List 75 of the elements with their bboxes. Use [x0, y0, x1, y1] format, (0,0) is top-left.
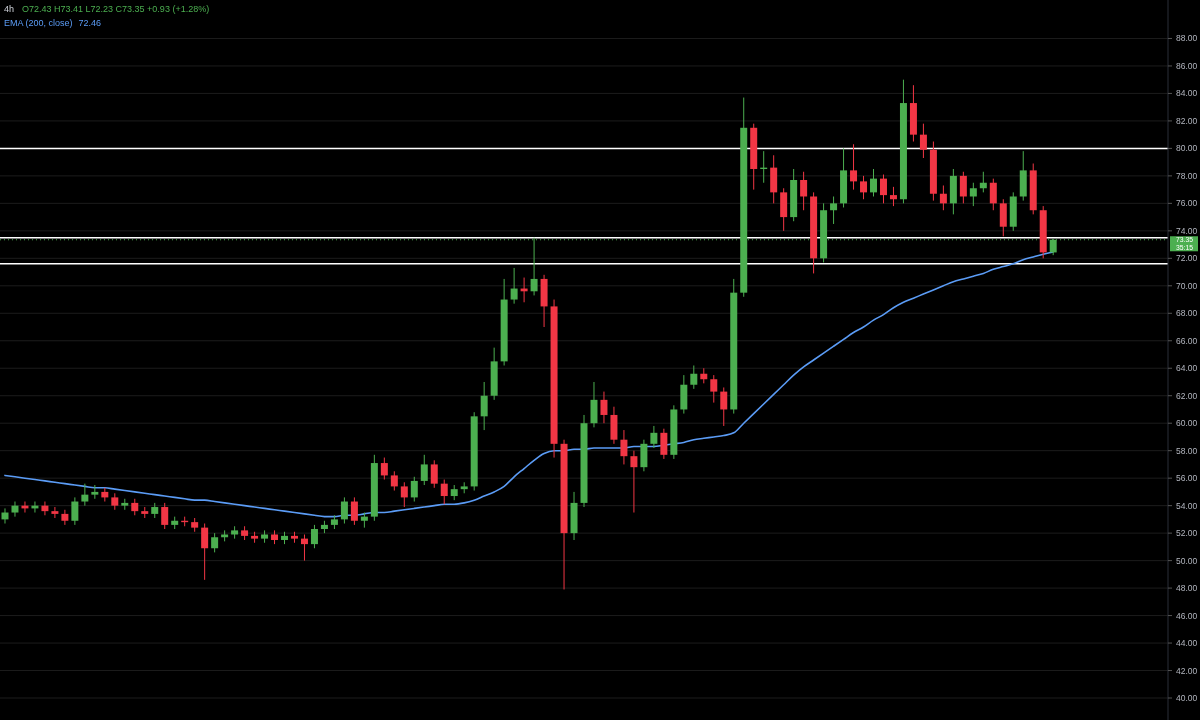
candlestick [660, 428, 668, 460]
candlestick [400, 481, 408, 508]
y-tick-label: 86.00 [1176, 60, 1198, 71]
candlestick [71, 496, 79, 526]
chart-title: 4h [4, 4, 15, 14]
candlestick [640, 439, 648, 472]
candlestick [41, 501, 49, 516]
y-tick-label: 70.00 [1176, 280, 1198, 291]
candlestick [11, 501, 19, 518]
y-tick-label: 48.00 [1176, 583, 1198, 594]
candlestick [480, 381, 488, 431]
candlestick [390, 470, 398, 492]
y-tick-label: 60.00 [1176, 418, 1198, 429]
candlestick [310, 524, 318, 549]
candlestick [630, 450, 638, 514]
y-tick-label: 46.00 [1176, 610, 1198, 621]
candlestick [959, 171, 967, 204]
candlestick [989, 178, 997, 211]
candlestick [620, 429, 628, 465]
candlestick [830, 195, 838, 225]
candlestick [300, 534, 308, 562]
candlestick [510, 267, 518, 305]
y-tick-label: 72.00 [1176, 253, 1198, 264]
y-tick-label: 82.00 [1176, 115, 1198, 126]
candlestick [51, 506, 59, 519]
y-tick-label: 56.00 [1176, 473, 1198, 484]
candlestick [800, 171, 808, 211]
y-tick-label: 62.00 [1176, 390, 1198, 401]
candlestick [650, 425, 658, 449]
y-tick-label: 42.00 [1176, 665, 1198, 676]
candlestick [201, 523, 209, 581]
candlestick [919, 123, 927, 159]
y-tick-label: 88.00 [1176, 33, 1198, 44]
y-tick-label: 84.00 [1176, 88, 1198, 99]
y-tick-label: 66.00 [1176, 335, 1198, 346]
candlestick [61, 509, 69, 526]
y-tick-label: 78.00 [1176, 170, 1198, 181]
y-tick-label: 64.00 [1176, 363, 1198, 374]
y-tick-label: 52.00 [1176, 528, 1198, 539]
y-tick-label: 76.00 [1176, 198, 1198, 209]
candlestick [410, 476, 418, 503]
candlestick [430, 459, 438, 489]
y-tick-label: 44.00 [1176, 638, 1198, 649]
candlestick [720, 386, 728, 427]
candlestick [420, 454, 428, 486]
candlestick [879, 174, 887, 204]
candlestick [340, 496, 348, 525]
y-tick-label: 50.00 [1176, 555, 1198, 566]
candlestick [380, 457, 388, 481]
candlestick [710, 374, 718, 404]
candlestick [850, 143, 858, 191]
candlestick [969, 182, 977, 207]
y-tick-label: 54.00 [1176, 500, 1198, 511]
candlestick [600, 391, 608, 424]
candlestick [161, 502, 169, 530]
candlestick [939, 185, 947, 211]
text: EMA (200, close) [4, 18, 73, 28]
candlestick [690, 365, 698, 390]
candlestick [999, 198, 1007, 237]
y-tick-label: 80.00 [1176, 143, 1198, 154]
candlestick [889, 186, 897, 207]
annotation: O72.43 H73.41 L72.23 C73.35 +0.93 (+1.28%) [22, 4, 210, 14]
candlestick [211, 532, 219, 553]
y-tick-label: 58.00 [1176, 445, 1198, 456]
candlestick [870, 168, 877, 197]
candlestick [860, 175, 868, 200]
candlestick [590, 381, 598, 428]
annotation: 72.46 [78, 18, 102, 28]
y-tick-label: 74.00 [1176, 225, 1198, 236]
candlestick [440, 479, 448, 505]
candlestick [979, 171, 987, 193]
y-tick-label: 40.00 [1176, 692, 1198, 703]
y-tick-label: 68.00 [1176, 308, 1198, 319]
candlestick [350, 496, 358, 526]
candlestick [81, 483, 89, 507]
